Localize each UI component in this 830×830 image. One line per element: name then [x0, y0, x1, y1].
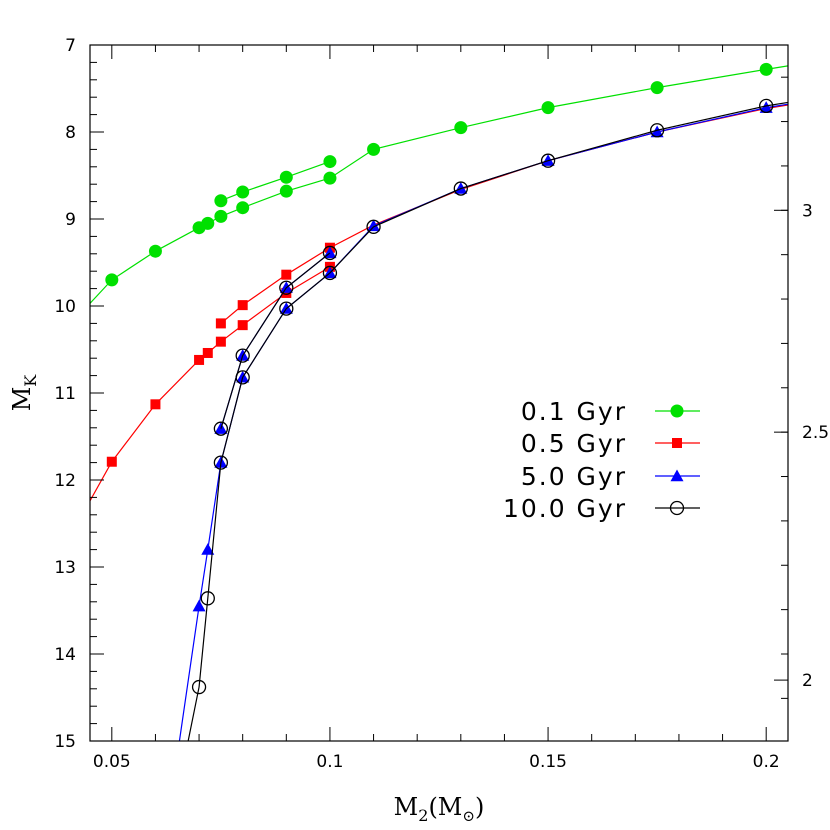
data-point [650, 125, 664, 138]
data-point [105, 273, 119, 287]
series-1 [90, 62, 788, 304]
legend-entry: 0.5 Gyr [521, 429, 700, 458]
data-point [281, 269, 292, 280]
series-line [187, 101, 788, 741]
y-tick-label: 13 [54, 558, 76, 578]
x-tick-label: 0.05 [93, 752, 131, 772]
legend-label: 0.1 Gyr [521, 397, 627, 426]
axes-layer: 0.05 0.1 0.15 0.2 7 8 9 10 11 12 13 14 15 3 2.5 2 [54, 36, 829, 772]
right-tick-label: 2 [802, 671, 813, 691]
series-line [90, 65, 788, 304]
data-point [236, 185, 250, 199]
legend-label: 0.5 Gyr [521, 429, 627, 458]
data-point [202, 347, 213, 358]
legend-label: 10.0 Gyr [503, 494, 627, 523]
data-point [322, 245, 338, 261]
data-point [454, 121, 468, 135]
data-point [194, 354, 205, 365]
legend: 0.1 Gyr 0.5 Gyr 5.0 Gyr 10.0 Gyr [503, 397, 700, 523]
data-point [650, 81, 664, 95]
legend-marker [670, 404, 684, 418]
data-point [215, 318, 226, 329]
data-point [322, 265, 338, 281]
y-tick-label: 12 [54, 471, 76, 491]
data-point [454, 182, 468, 194]
data-point [323, 171, 337, 185]
y-tick-label: 7 [65, 36, 76, 56]
data-point [541, 101, 555, 115]
data-point [649, 123, 665, 138]
series-2 [90, 104, 788, 502]
data-point [214, 194, 228, 208]
series-line [220, 104, 788, 324]
series-line [220, 252, 331, 429]
data-point [148, 244, 162, 258]
data-point [236, 201, 250, 215]
x-tick-label: 0.2 [753, 752, 780, 772]
data-point [279, 280, 294, 295]
x-axis-label: M2(M⊙) [394, 793, 485, 825]
data-point [323, 155, 337, 169]
legend-marker [672, 438, 682, 448]
data-point [279, 170, 293, 184]
legend-label: 5.0 Gyr [521, 462, 627, 491]
data-point [279, 301, 294, 316]
y-tick-label: 14 [54, 645, 76, 665]
data-point [200, 591, 215, 606]
legend-marker [669, 500, 685, 516]
x-tick-label: 0.15 [529, 752, 567, 772]
right-tick-label: 3 [802, 201, 813, 221]
legend-entry: 5.0 Gyr [521, 462, 700, 491]
data-point [150, 399, 161, 410]
x-tick-label: 0.1 [316, 752, 343, 772]
data-point [281, 287, 292, 298]
data-point [237, 320, 248, 331]
data-point [235, 348, 250, 363]
legend-marker [670, 469, 684, 482]
y-tick-label: 8 [65, 123, 76, 143]
data-point [540, 153, 556, 168]
data-point [541, 154, 555, 166]
series-line [220, 252, 331, 429]
data-point [106, 456, 117, 467]
series-line [220, 161, 331, 202]
legend-entry: 0.1 Gyr [521, 397, 700, 426]
data-point [192, 599, 206, 612]
data-point [453, 181, 468, 196]
data-point [201, 216, 215, 230]
series-layer [90, 62, 788, 741]
right-tick-label: 2.5 [802, 423, 829, 443]
data-point [759, 98, 774, 114]
y-tick-label: 10 [54, 297, 76, 317]
data-point [191, 679, 207, 695]
y-tick-label: 15 [54, 732, 76, 752]
series-line [178, 103, 788, 741]
data-point [279, 184, 293, 198]
data-point [214, 209, 228, 223]
data-point [237, 300, 248, 311]
data-point [759, 101, 773, 113]
legend-entry: 10.0 Gyr [503, 494, 700, 523]
data-point [201, 543, 215, 555]
y-tick-label: 11 [54, 384, 76, 404]
data-point [213, 421, 229, 436]
y-axis-label: MK [8, 374, 40, 412]
data-point [367, 142, 381, 156]
data-point [213, 455, 229, 470]
data-point [366, 219, 381, 234]
data-point [367, 219, 381, 232]
data-point [215, 336, 226, 347]
y-tick-label: 9 [65, 210, 76, 230]
data-point [235, 370, 250, 385]
series-4 [187, 98, 788, 741]
data-point [759, 62, 773, 76]
